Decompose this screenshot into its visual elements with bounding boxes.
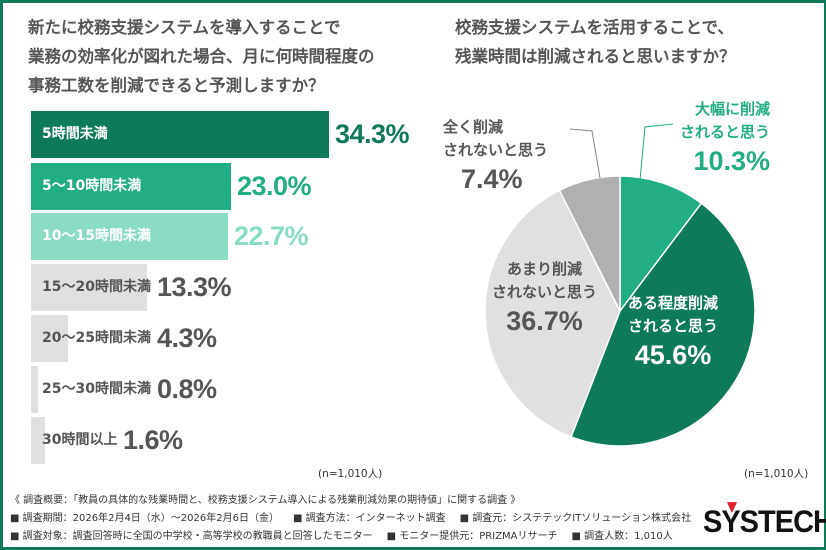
bar bbox=[31, 264, 147, 311]
bar-row: 15〜20時間未満 13.3% bbox=[31, 264, 431, 311]
pie-slice bbox=[558, 175, 621, 312]
pie-label-none: 全く削減 されないと思う 7.4% bbox=[443, 116, 548, 196]
bar bbox=[31, 213, 229, 260]
bar-value-label: 23.0% bbox=[237, 171, 312, 201]
respondent-count: ■ 調査人数：1,010人 bbox=[571, 531, 673, 542]
pie-label-text: 全く削減 されないと思う bbox=[443, 118, 549, 159]
bar bbox=[31, 163, 231, 210]
bar bbox=[31, 315, 69, 362]
bar-category-label: 15〜20時間未満 bbox=[42, 279, 151, 295]
bar-value-label: 4.3% bbox=[157, 323, 217, 353]
survey-details-1: ■ 調査期間：2026年2月4日（水）〜2026年2月6日（金） ■ 調査方法：イ… bbox=[10, 509, 705, 524]
bar-value-label: 1.6% bbox=[123, 425, 183, 455]
survey-source: ■ 調査元：システテックITソリューション株式会社 bbox=[459, 513, 692, 524]
pie-slice bbox=[484, 189, 621, 438]
bar bbox=[31, 366, 38, 413]
bar-value-label: 34.3% bbox=[335, 119, 410, 149]
pie-label-text: ある程度削減 されると思う bbox=[628, 294, 719, 335]
pie-slice bbox=[570, 202, 756, 447]
bar-category-label: 5〜10時間未満 bbox=[42, 178, 142, 194]
bar-category-label: 10〜15時間未満 bbox=[42, 228, 151, 244]
pie-value: 45.6% bbox=[634, 340, 712, 370]
bar bbox=[31, 417, 45, 464]
bar-category-label: 5時間未満 bbox=[42, 126, 108, 142]
bar-row: 10〜15時間未満 22.7% bbox=[31, 213, 431, 260]
bar-row: 25〜30時間未満 0.8% bbox=[31, 366, 431, 413]
pie-slice bbox=[619, 175, 703, 314]
leader-line bbox=[639, 123, 674, 181]
pie-sample-size: (n=1,010人) bbox=[744, 468, 809, 480]
pie-label-text: あまり削減 されないと思う bbox=[492, 260, 598, 301]
pie-value: 36.7% bbox=[506, 306, 583, 336]
survey-period: ■ 調査期間：2026年2月4日（水）〜2026年2月6日（金） bbox=[10, 513, 279, 524]
pie-label-text: 大幅に削減 されると思う bbox=[680, 100, 771, 141]
bar-row: 5〜10時間未満 23.0% bbox=[31, 163, 431, 210]
pie-value: 7.4% bbox=[461, 164, 523, 194]
survey-method: ■ 調査方法：インターネット調査 bbox=[292, 513, 446, 524]
bar-value-label: 22.7% bbox=[234, 221, 309, 251]
bar-category-label: 25〜30時間未満 bbox=[42, 381, 151, 397]
bar-row: 20〜25時間未満 4.3% bbox=[31, 315, 431, 362]
pie-chart-title: 校務支援システムを活用することで、 残業時間は削減されると思いますか？ bbox=[455, 18, 736, 66]
pie-label-large: 大幅に削減 されると思う 10.3% bbox=[680, 98, 770, 178]
leader-line bbox=[569, 128, 601, 179]
monitor-provider: ■ モニター提供元：PRIZMAリサーチ bbox=[386, 531, 558, 542]
bar-row: 30時間以上 1.6% bbox=[31, 417, 431, 464]
survey-overview: 《 調査概要：「教員の具体的な残業時間と、校務支援システム導入による残業削減効果… bbox=[10, 495, 521, 506]
pie-label-little: あまり削減 されないと思う 36.7% bbox=[492, 258, 597, 338]
bar-chart-title: 新たに校務支援システムを導入することで 業務の効率化が図れた場合、月に何時間程度… bbox=[28, 18, 375, 95]
survey-details-2: ■ 調査対象：調査回答時に全国の中学校・高等学校の教職員と回答したモニター ■ モ… bbox=[10, 527, 687, 542]
bar bbox=[31, 111, 329, 158]
bar-value-label: 0.8% bbox=[157, 374, 217, 404]
logo-text: SYSTECH bbox=[703, 504, 826, 540]
bar-sample-size: (n=1,010人) bbox=[318, 468, 383, 480]
bar-category-label: 20〜25時間未満 bbox=[42, 330, 151, 346]
survey-target: ■ 調査対象：調査回答時に全国の中学校・高等学校の教職員と回答したモニター bbox=[10, 531, 373, 542]
systech-logo: SYSTECH bbox=[703, 502, 826, 540]
bar-row: 5時間未満 34.3% bbox=[31, 111, 431, 158]
pie-label-some: ある程度削減 されると思う 45.6% bbox=[628, 292, 718, 372]
pie-value: 10.3% bbox=[693, 146, 771, 176]
bar-category-label: 30時間以上 bbox=[42, 432, 118, 448]
bar-value-label: 13.3% bbox=[157, 272, 232, 302]
